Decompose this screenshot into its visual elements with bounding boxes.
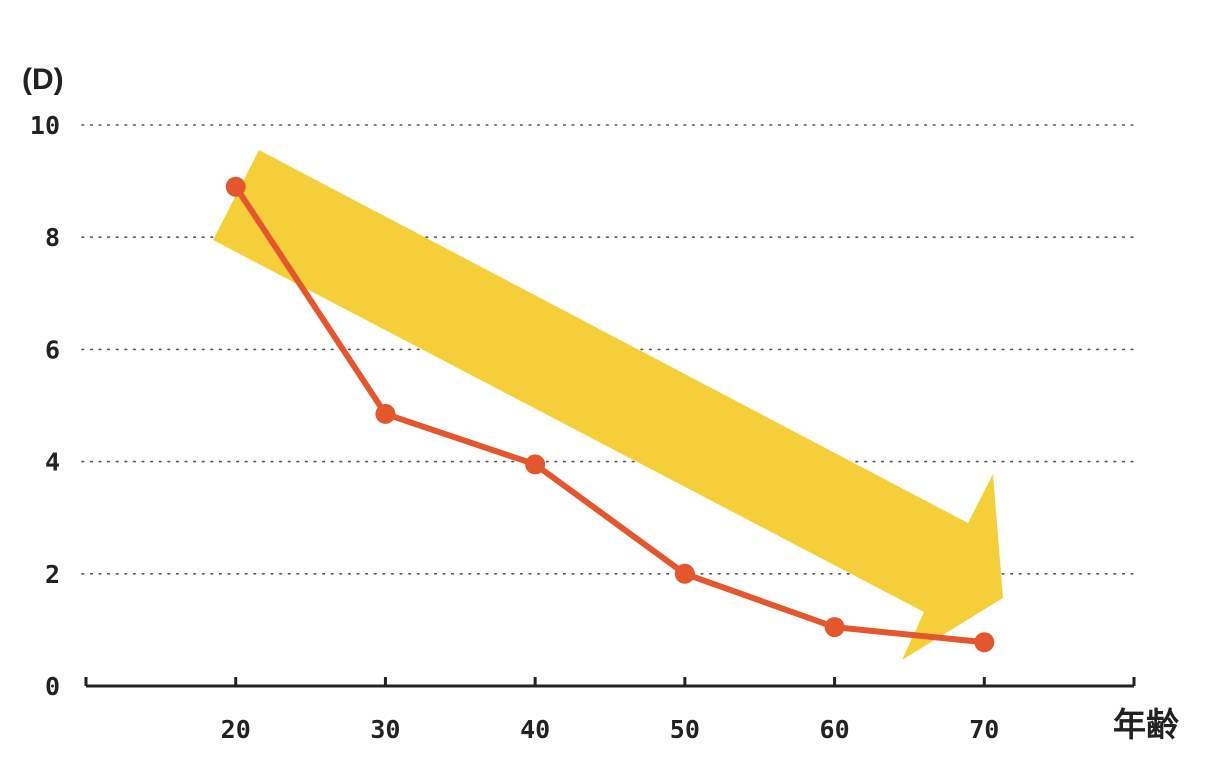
y-tick-label: 4 <box>45 448 60 477</box>
data-point <box>674 563 695 584</box>
y-tick-label: 0 <box>45 672 60 701</box>
y-tick-label: 6 <box>45 335 60 364</box>
x-tick-label: 60 <box>820 715 850 744</box>
x-tick-label: 20 <box>221 715 251 744</box>
x-tick-label: 30 <box>370 715 400 744</box>
series-group <box>225 176 995 653</box>
data-point <box>375 403 396 424</box>
labels-group: 0 2 4 6 8 10 20 30 40 50 60 70 <box>30 111 999 744</box>
axes <box>84 677 1136 688</box>
data-point <box>974 632 995 653</box>
trend-arrow <box>213 150 1003 660</box>
x-tick-label: 40 <box>520 715 550 744</box>
y-tick-label: 8 <box>45 223 60 252</box>
x-tick-label: 50 <box>670 715 700 744</box>
y-axis-unit-label: (D) <box>22 63 64 96</box>
x-axis-title: 年齢 <box>1113 705 1179 744</box>
series-line-0 <box>232 183 988 646</box>
y-tick-label: 10 <box>30 111 60 140</box>
data-point <box>525 454 546 475</box>
data-point <box>824 617 845 638</box>
y-tick-label: 2 <box>45 560 60 589</box>
x-tick-label: 70 <box>969 715 999 744</box>
data-point <box>225 176 246 197</box>
